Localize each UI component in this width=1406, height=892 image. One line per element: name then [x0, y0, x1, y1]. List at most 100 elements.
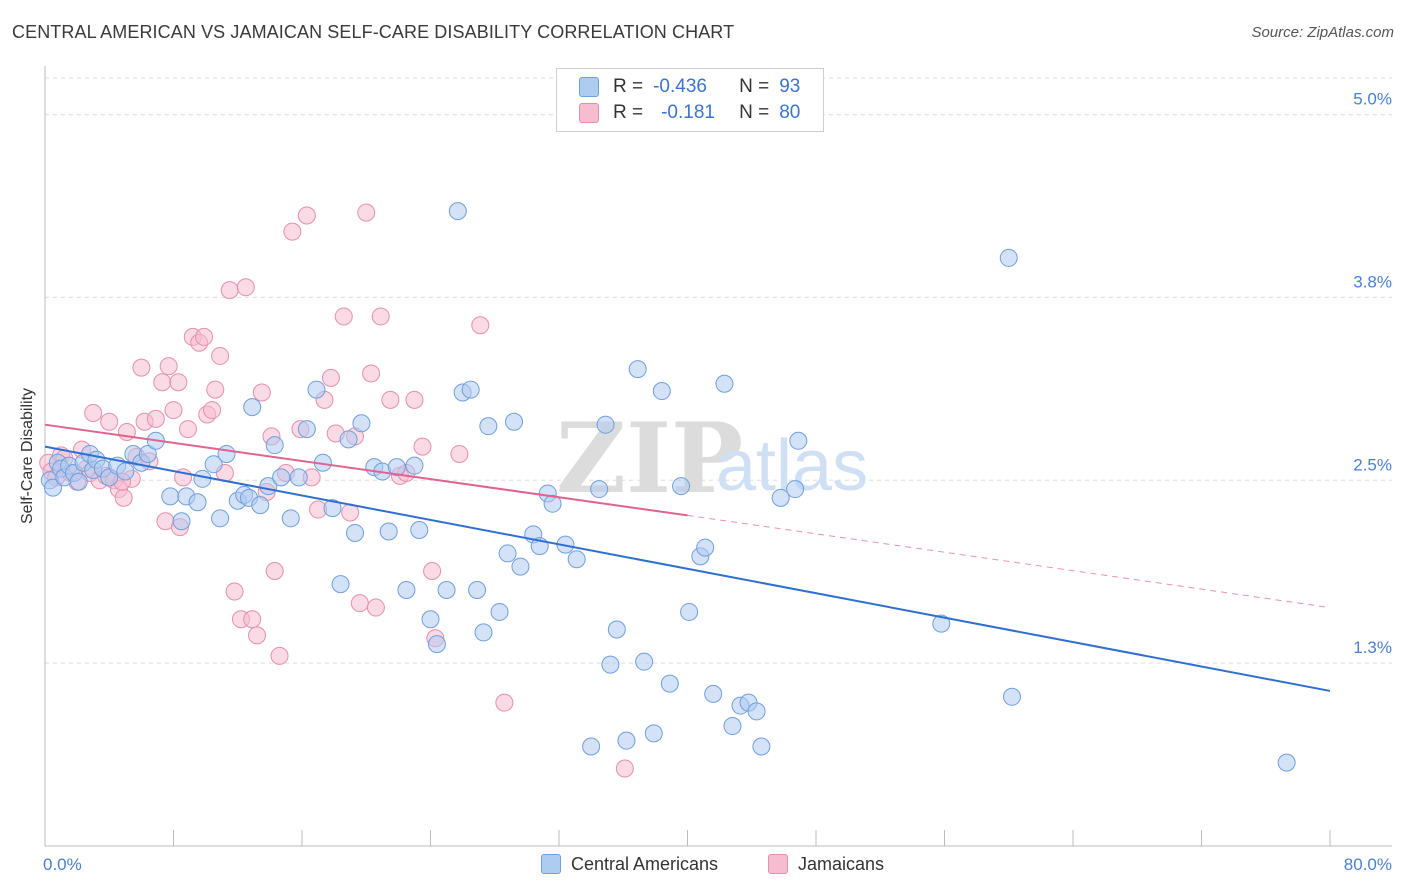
jamaican-point [114, 488, 133, 507]
source-label: Source: ZipAtlas.com [1251, 24, 1394, 41]
central-american-point [511, 557, 530, 576]
central-american-point [379, 522, 398, 541]
legend-n-label: N = [739, 76, 770, 97]
central-american-point [479, 417, 498, 436]
central-american-point [628, 360, 647, 379]
central-american-point [617, 731, 636, 750]
central-american-point [339, 430, 358, 449]
central-american-point [387, 458, 406, 477]
legend-r-label: R = [613, 76, 644, 97]
jamaican-point [132, 358, 151, 377]
central-american-point [1277, 753, 1296, 772]
jamaican-point [321, 368, 340, 387]
jamaican-point [164, 401, 183, 420]
central-american-point [999, 248, 1018, 267]
central-american-point [272, 468, 291, 487]
central-american-point [723, 717, 742, 736]
legend-row-central: R = -0.436 N = 93 [579, 75, 800, 99]
jamaican-point [252, 383, 271, 402]
blue-swatch-icon [579, 77, 599, 97]
blue-swatch-icon [541, 854, 561, 874]
legend-r-value: -0.436 [653, 76, 707, 97]
central-american-point [251, 496, 270, 515]
central-american-point [448, 202, 467, 221]
jamaican-point [211, 346, 230, 365]
jamaican-point [146, 409, 165, 428]
legend-jamaican-label: Jamaicans [798, 853, 885, 874]
central-american-point [1002, 687, 1021, 706]
central-american-point [69, 472, 88, 491]
central-american-point [567, 550, 586, 569]
jamaican-point [615, 759, 634, 778]
central-american-point [352, 414, 371, 433]
y-tick-label: 2.5% [1353, 455, 1392, 474]
central-american-point [188, 493, 207, 512]
jamaican-point [270, 646, 289, 665]
central-american-point [590, 480, 609, 499]
jamaican-point [334, 307, 353, 326]
jamaican-point [362, 364, 381, 383]
central-american-point [752, 737, 771, 756]
legend-n-value: 80 [779, 102, 801, 123]
jamaican-point [350, 594, 369, 613]
central-american-trendline [44, 445, 1331, 692]
jamaican-point [405, 390, 424, 409]
central-american-point [172, 512, 191, 531]
jamaican-point [265, 561, 284, 580]
jamaican-point [195, 327, 214, 346]
jamaican-point [423, 561, 442, 580]
jamaican-point [297, 206, 316, 225]
watermark-zip: ZIP [556, 402, 743, 515]
central-american-point [346, 523, 365, 542]
correlation-legend: R = -0.436 N = 93 R = -0.181 N = 80 [556, 68, 824, 132]
central-american-point [715, 374, 734, 393]
bottom-legend-central: Central Americans [541, 852, 718, 876]
jamaican-point [357, 203, 376, 222]
central-american-point [297, 420, 316, 439]
central-american-point [660, 674, 679, 693]
central-american-point [789, 431, 808, 450]
central-american-point [161, 487, 180, 506]
jamaican-point [413, 437, 432, 456]
jamaican-point [169, 373, 188, 392]
central-american-point [490, 602, 509, 621]
x-tick-label: 80.0% [1344, 855, 1392, 874]
legend-n-value: 93 [779, 76, 801, 97]
central-american-point [138, 444, 157, 463]
jamaican-point [100, 412, 119, 431]
jamaican-point [178, 420, 197, 439]
central-american-point [204, 455, 223, 474]
jamaican-point [159, 357, 178, 376]
central-american-point [265, 436, 284, 455]
central-american-point [607, 620, 626, 639]
jamaican-point [236, 278, 255, 297]
central-american-point [704, 684, 723, 703]
central-american-point [644, 724, 663, 743]
jamaican-trendline-extension [687, 514, 1331, 609]
jamaican-point [243, 610, 262, 629]
central-american-point [427, 635, 446, 654]
pink-swatch-icon [768, 854, 788, 874]
legend-row-jamaican: R = -0.181 N = 80 [579, 101, 800, 125]
legend-central-label: Central Americans [571, 853, 719, 874]
jamaican-point [471, 316, 490, 335]
jamaican-point [381, 390, 400, 409]
chart-title: CENTRAL AMERICAN VS JAMAICAN SELF-CARE D… [12, 22, 735, 42]
central-american-point [582, 737, 601, 756]
central-american-point [468, 581, 487, 599]
jamaican-trendline [44, 423, 688, 517]
central-american-point [193, 469, 212, 488]
jamaican-point [84, 403, 103, 422]
tick-labels: 1.3% 2.5% 3.8% 5.0% 0.0% 80.0% [43, 90, 1392, 874]
central-american-point [421, 610, 440, 629]
jamaican-point [220, 281, 239, 300]
jamaican-point [248, 626, 267, 645]
central-american-point [635, 652, 654, 671]
central-american-point [243, 398, 262, 417]
central-american-point [323, 499, 342, 518]
y-tick-label: 3.8% [1353, 272, 1392, 291]
central-american-point [696, 538, 715, 557]
jamaican-point [153, 373, 172, 392]
central-american-point [771, 488, 790, 507]
